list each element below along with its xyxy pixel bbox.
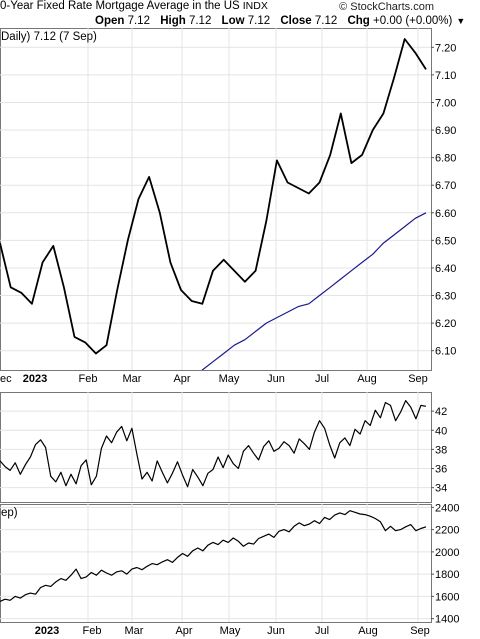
panel-legend-2: ep) [1, 507, 18, 519]
y-tick-label-2-0: 2400 [435, 502, 459, 514]
x-tick-label-2-6: Jul [315, 625, 329, 637]
chg-value: +0.00 (+0.00%) [373, 15, 453, 27]
y-tick-label-2-5: 1400 [435, 614, 459, 626]
x-tick-label-2-2: Mar [125, 625, 144, 637]
x-tick-label-0-8: Aug [357, 373, 377, 385]
x-tick-label-2-8: Sep [410, 625, 430, 637]
chg-label: Chg [347, 15, 370, 27]
x-tick-label-0-6: Jun [267, 373, 285, 385]
y-tick-label-0-8: 6.40 [435, 263, 456, 275]
y-tick-label-0-6: 6.60 [435, 208, 456, 220]
y-tick-label-0-4: 6.80 [435, 153, 456, 165]
high-value: 7.12 [188, 15, 212, 27]
x-tick-label-2-7: Aug [358, 625, 378, 637]
x-tick-label-0-1: 2023 [23, 373, 47, 385]
panel-legend-0: Daily) 7.12 (7 Sep) [1, 31, 97, 43]
chart-title: 0-Year Fixed Rate Mortgage Average in th… [0, 0, 268, 12]
x-tick-label-0-7: Jul [315, 373, 329, 385]
open-label: Open [95, 15, 125, 27]
y-tick-label-2-4: 1600 [435, 591, 459, 603]
series-line-2-0 [0, 510, 427, 602]
y-tick-label-0-1: 7.10 [435, 70, 456, 82]
y-tick-label-2-3: 1800 [435, 569, 459, 581]
y-tick-label-0-0: 7.20 [435, 42, 456, 54]
y-tick-label-1-4: 34 [435, 483, 447, 495]
close-label: Close [280, 15, 312, 27]
panel-frame-1 [0, 392, 432, 503]
low-value: 7.12 [247, 15, 271, 27]
x-tick-label-2-3: Apr [175, 625, 192, 637]
y-tick-label-1-3: 36 [435, 464, 447, 476]
low-label: Low [221, 15, 245, 27]
y-tick-label-1-2: 38 [435, 444, 447, 456]
y-tick-label-0-3: 6.90 [435, 125, 456, 137]
x-tick-label-0-4: Apr [173, 373, 190, 385]
high-label: High [160, 15, 186, 27]
x-tick-label-2-4: May [220, 625, 241, 637]
brand-text[interactable]: © StockCharts.com [339, 1, 434, 13]
y-tick-label-1-0: 42 [435, 406, 447, 418]
y-tick-label-0-11: 6.10 [435, 346, 456, 358]
x-tick-label-0-3: Mar [123, 373, 142, 385]
chart-title-text: 0-Year Fixed Rate Mortgage Average in th… [0, 0, 240, 12]
y-tick-label-0-7: 6.50 [435, 235, 456, 247]
panel-frame-2 [0, 504, 432, 623]
x-tick-label-2-1: Feb [83, 625, 102, 637]
x-tick-label-0-2: Feb [79, 373, 98, 385]
x-tick-label-0-5: May [219, 373, 240, 385]
y-tick-label-2-2: 2000 [435, 547, 459, 559]
ohlc-bar: Open 7.12 High 7.12 Low 7.12 Close 7.12 … [95, 15, 465, 27]
series-line-1-0 [0, 400, 427, 488]
series-line-0-0 [0, 38, 427, 355]
close-value: 7.12 [314, 15, 338, 27]
y-tick-label-0-5: 6.70 [435, 180, 456, 192]
x-tick-label-0-9: Sep [408, 373, 428, 385]
open-value: 7.12 [127, 15, 150, 27]
x-tick-label-2-0: 2023 [35, 625, 59, 637]
y-tick-label-0-2: 7.00 [435, 97, 456, 109]
y-tick-label-0-10: 6.20 [435, 318, 456, 330]
y-tick-label-1-1: 40 [435, 425, 447, 437]
x-tick-label-0-0: ec [0, 373, 12, 385]
y-tick-label-2-1: 2200 [435, 525, 459, 537]
x-tick-label-2-5: Jun [267, 625, 285, 637]
y-tick-label-0-9: 6.30 [435, 291, 456, 303]
chart-symbol: INDX [242, 0, 268, 12]
brand-link[interactable]: © StockCharts.com [339, 1, 434, 13]
series-line-0-1 [201, 212, 427, 370]
panel-frame-0 [0, 28, 432, 371]
dropdown-triangle-icon[interactable]: ▼ [456, 16, 466, 26]
